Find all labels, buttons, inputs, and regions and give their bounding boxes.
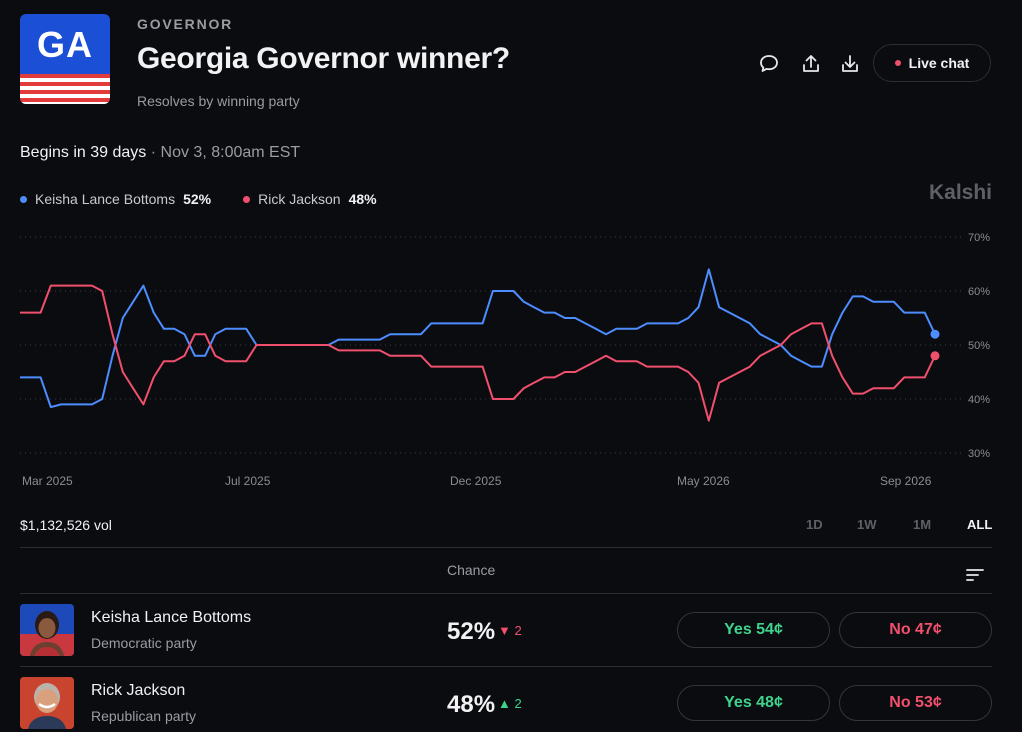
divider <box>20 666 992 667</box>
range-all[interactable]: ALL <box>967 517 993 532</box>
chance-change: ▲ 2 <box>498 696 522 711</box>
range-1w[interactable]: 1W <box>857 517 877 532</box>
chance-column-header: Chance <box>447 562 496 578</box>
candidate-party: Democratic party <box>91 635 197 651</box>
chart-legend: Keisha Lance Bottoms 52% Rick Jackson 48… <box>20 191 409 207</box>
live-indicator-icon <box>894 60 901 66</box>
brand-logo: Kalshi <box>929 181 993 204</box>
candidate-party: Republican party <box>91 708 197 724</box>
divider <box>20 593 992 594</box>
y-tick-label: 40% <box>968 394 990 406</box>
sort-button[interactable] <box>962 562 988 588</box>
avatar <box>20 604 74 656</box>
candidate-chance: 48% <box>447 691 496 718</box>
up-arrow-icon: ▲ <box>498 696 511 711</box>
candidate-name: Keisha Lance Bottoms <box>91 609 252 626</box>
market-subtitle: Resolves by winning party <box>137 93 300 109</box>
buy-no-button[interactable]: No 53¢ <box>839 685 992 721</box>
page-title: Georgia Governor winner? <box>137 42 510 75</box>
chance-delta: 2 <box>514 696 522 711</box>
flag-stripes <box>20 74 110 104</box>
y-tick-label: 60% <box>968 286 990 298</box>
event-schedule: Begins in 39 days · Nov 3, 8:00am EST <box>20 144 300 162</box>
event-date: · Nov 3, 8:00am EST <box>146 144 301 161</box>
buy-yes-button[interactable]: Yes 54¢ <box>677 612 830 648</box>
comment-icon <box>760 55 778 72</box>
series-line-bottoms <box>20 268 936 409</box>
divider <box>20 547 992 548</box>
x-tick-label: Mar 2025 <box>22 474 73 488</box>
download-button[interactable] <box>837 51 863 77</box>
share-icon <box>803 55 819 72</box>
chance-change: ▼ 2 <box>498 623 522 638</box>
range-1m[interactable]: 1M <box>913 517 932 532</box>
share-button[interactable] <box>798 51 824 77</box>
state-logo: GA <box>20 14 110 104</box>
x-tick-label: Jul 2025 <box>225 474 271 488</box>
down-arrow-icon: ▼ <box>498 623 511 638</box>
begins-text: Begins in 39 days <box>20 144 147 161</box>
comment-button[interactable] <box>756 51 782 77</box>
state-abbreviation: GA <box>37 24 93 65</box>
legend-name-bottoms: Keisha Lance Bottoms <box>35 191 176 207</box>
candidate-chance: 52% <box>447 618 496 645</box>
y-tick-label: 50% <box>968 340 990 352</box>
volume-text: $1,132,526 vol <box>20 517 112 533</box>
series-line-jackson <box>20 284 936 422</box>
legend-dot-jackson <box>243 195 251 203</box>
candidate-photo-bottoms <box>20 604 74 656</box>
x-tick-label: Sep 2026 <box>880 474 932 488</box>
legend-name-jackson: Rick Jackson <box>258 191 341 207</box>
price-history-chart[interactable]: 70% 60% 50% 40% 30% Mar 2025 Jul 2025 Dec 2025 M… <box>0 225 1022 495</box>
live-chat-button[interactable]: Live chat <box>873 44 991 82</box>
x-tick-label: Dec 2025 <box>450 474 502 488</box>
x-tick-label: May 2026 <box>677 474 730 488</box>
legend-pct-jackson: 48% <box>348 191 377 207</box>
download-icon <box>842 55 858 72</box>
candidate-name: Rick Jackson <box>91 682 186 699</box>
market-category: GOVERNOR <box>137 16 234 32</box>
candidate-photo-jackson <box>20 677 74 729</box>
avatar <box>20 677 74 729</box>
legend-dot-bottoms <box>20 195 27 203</box>
buy-yes-button[interactable]: Yes 48¢ <box>677 685 830 721</box>
table-row: Keisha Lance Bottoms Democratic party 52… <box>0 594 1022 666</box>
series-end-point-bottoms <box>930 329 940 339</box>
chance-delta: 2 <box>514 623 522 638</box>
live-chat-label: Live chat <box>908 55 970 71</box>
table-row: Rick Jackson Republican party 48% ▲ 2 Ye… <box>0 667 1022 732</box>
legend-pct-bottoms: 52% <box>183 191 212 207</box>
series-end-point-jackson <box>930 351 940 361</box>
y-tick-label: 30% <box>968 448 990 460</box>
y-tick-label: 70% <box>968 232 990 244</box>
range-1d[interactable]: 1D <box>806 517 823 532</box>
buy-no-button[interactable]: No 47¢ <box>839 612 992 648</box>
sort-icon <box>966 569 984 581</box>
